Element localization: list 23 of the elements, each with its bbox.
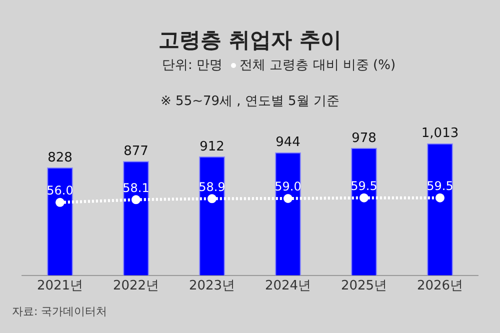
x-tick-label: 2024년 (264, 278, 312, 294)
x-tick-label: 2022년 (112, 278, 160, 294)
x-tick-label: 2021년 (36, 278, 84, 294)
data-label: 944 (276, 135, 300, 150)
data-label: 877 (124, 144, 148, 159)
data-label: 912 (200, 139, 224, 154)
chart-title: 고령층 취업자 추이 (158, 27, 342, 54)
data-label: 58.9 (198, 180, 226, 194)
legend-label: 전체 고령층 대비 비중 (%) (240, 58, 396, 73)
data-label: 59.5 (426, 178, 454, 193)
data-label: 828 (48, 150, 72, 166)
data-label: 56.0 (46, 184, 74, 198)
text: 자료: 국가데이터처 (12, 304, 108, 319)
x-tick-label: 2023년 (188, 278, 236, 294)
data-label: 1,013 (421, 126, 459, 142)
data-label: 978 (352, 130, 376, 146)
data-label: 59.5 (350, 178, 378, 193)
data-label: 58.1 (122, 180, 150, 195)
data-label: 59.0 (274, 180, 302, 194)
text: ※ 55~79세 , 연도별 5월 기준 (160, 93, 340, 110)
x-tick-label: 2025년 (340, 278, 388, 294)
x-tick-label: 2026년 (416, 278, 464, 294)
chart-subtitle: 단위: 만명 (162, 57, 223, 74)
